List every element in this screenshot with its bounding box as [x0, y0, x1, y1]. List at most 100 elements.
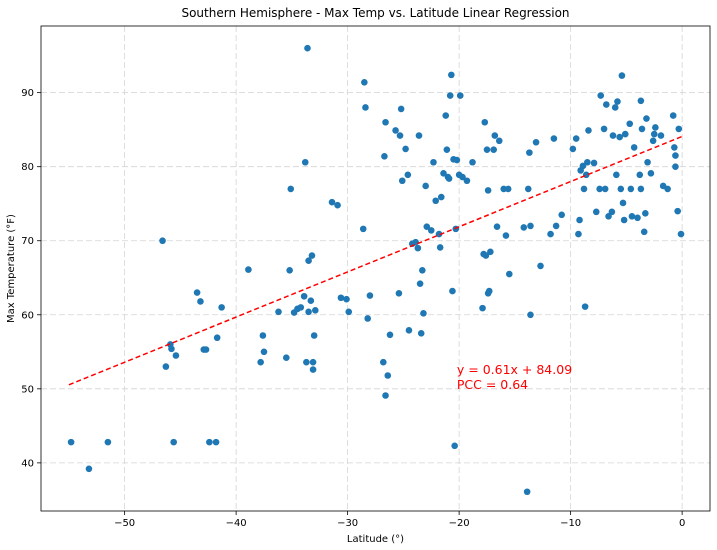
data-point: [617, 185, 625, 193]
data-point: [397, 105, 405, 113]
data-point: [482, 252, 490, 259]
data-point: [603, 101, 610, 108]
data-point: [485, 287, 493, 295]
y-tick-label: 40: [21, 458, 34, 469]
data-point: [628, 212, 636, 220]
data-point: [649, 137, 657, 145]
data-point: [437, 193, 445, 201]
data-point: [308, 252, 316, 259]
data-point: [104, 438, 112, 446]
data-point: [449, 287, 456, 295]
data-point: [405, 327, 413, 334]
data-point: [532, 138, 540, 146]
data-point: [481, 118, 489, 126]
data-point: [637, 97, 645, 105]
data-point: [384, 372, 392, 379]
data-point: [619, 199, 627, 207]
data-point: [597, 92, 605, 99]
y-tick-label: 90: [21, 88, 34, 99]
data-point: [487, 248, 494, 256]
data-point: [404, 171, 412, 179]
data-point: [432, 197, 440, 205]
data-point: [362, 104, 369, 111]
data-point: [520, 224, 528, 231]
data-point: [419, 267, 426, 274]
data-point: [381, 153, 388, 160]
data-point: [443, 146, 451, 153]
data-point: [420, 309, 427, 317]
data-point: [305, 257, 312, 265]
pcc-label: PCC = 0.64: [457, 377, 528, 392]
data-point: [85, 465, 93, 473]
data-point: [206, 438, 213, 446]
data-point: [558, 211, 566, 219]
data-point: [652, 124, 659, 131]
data-point: [581, 303, 589, 310]
data-point: [524, 185, 532, 193]
data-point: [626, 120, 634, 128]
data-point: [422, 182, 429, 190]
data-point: [495, 137, 503, 145]
data-point: [526, 149, 533, 156]
data-point: [259, 332, 267, 339]
data-point: [446, 92, 454, 99]
data-point: [172, 352, 180, 359]
data-point: [359, 225, 367, 233]
data-point: [287, 185, 295, 193]
data-point: [569, 145, 577, 153]
data-point: [415, 132, 423, 139]
data-point: [483, 146, 491, 153]
data-point: [309, 358, 317, 366]
data-point: [636, 171, 644, 179]
data-point: [334, 201, 341, 209]
data-point: [304, 44, 311, 52]
data-point: [675, 125, 683, 133]
data-point: [427, 227, 435, 234]
data-point: [283, 354, 290, 362]
data-point: [398, 177, 406, 185]
data-point: [435, 230, 443, 238]
data-point: [630, 144, 638, 151]
data-point: [366, 292, 374, 299]
data-point: [504, 185, 512, 193]
y-axis-ticks: 40 50 60 70 80 90: [21, 88, 41, 469]
data-point: [380, 358, 387, 366]
data-point: [647, 170, 655, 177]
data-point: [590, 159, 598, 167]
data-point: [343, 295, 350, 303]
data-point: [664, 185, 671, 193]
data-point: [484, 187, 492, 194]
data-point: [168, 345, 175, 353]
data-point: [627, 185, 635, 193]
data-point: [491, 132, 499, 139]
data-point: [575, 230, 582, 238]
regression-equation: y = 0.61x + 84.09: [457, 362, 572, 377]
data-point: [170, 438, 177, 446]
data-point: [502, 232, 510, 239]
data-point: [584, 158, 591, 166]
chart-title: Southern Hemisphere - Max Temp vs. Latit…: [181, 6, 569, 20]
data-point: [245, 266, 252, 273]
data-point: [601, 185, 609, 193]
data-point: [310, 332, 318, 339]
grid-lines: [41, 26, 710, 511]
data-point: [552, 222, 560, 230]
data-point: [493, 223, 501, 230]
x-tick-label: −40: [226, 518, 247, 529]
data-point: [67, 438, 75, 446]
data-point: [162, 363, 170, 370]
data-point: [657, 132, 665, 139]
data-point: [309, 366, 317, 373]
data-point: [396, 132, 404, 139]
data-point: [301, 158, 309, 166]
data-point: [311, 307, 319, 314]
data-point: [305, 308, 312, 316]
data-point: [614, 98, 621, 105]
data-point: [337, 294, 345, 302]
data-point: [297, 304, 305, 311]
data-point: [417, 329, 425, 337]
data-point: [430, 158, 437, 166]
plot-area: [41, 26, 710, 511]
x-tick-label: −50: [114, 518, 135, 529]
